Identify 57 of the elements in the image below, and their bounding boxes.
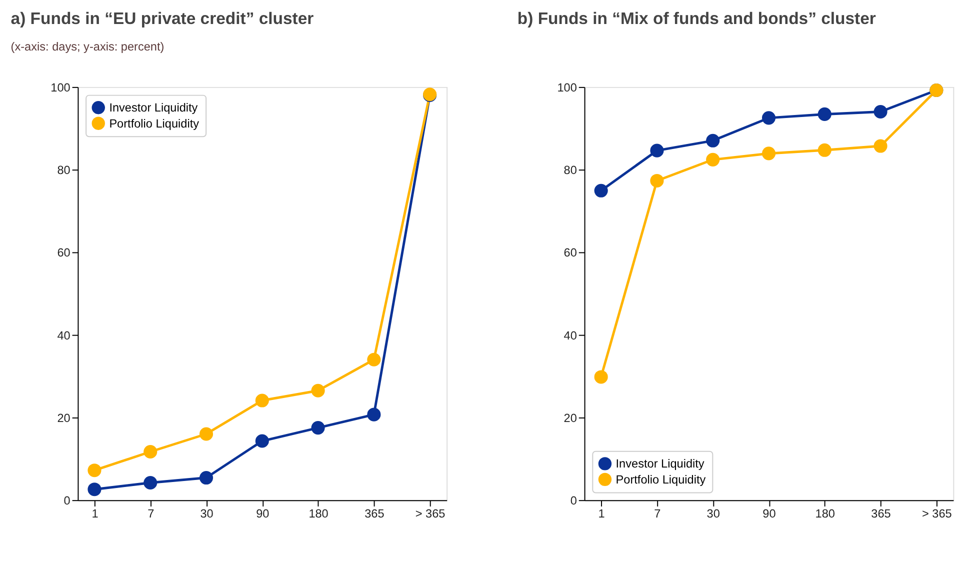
point bbox=[255, 394, 269, 408]
point bbox=[255, 434, 269, 448]
point bbox=[650, 144, 664, 158]
x-tick-label: 1 bbox=[598, 506, 605, 520]
y-tick-label: 80 bbox=[57, 163, 71, 177]
y-tick-label: 60 bbox=[57, 246, 71, 260]
x-tick-label: 30 bbox=[200, 506, 214, 520]
x-tick-label: 30 bbox=[706, 506, 720, 520]
x-tick-label: 7 bbox=[654, 506, 661, 520]
y-tick-label: 20 bbox=[57, 410, 71, 425]
x-tick-label: 1 bbox=[92, 506, 98, 520]
point bbox=[199, 427, 214, 441]
point bbox=[818, 107, 832, 121]
x-tick-label: 180 bbox=[815, 506, 836, 520]
y-tick-label: 0 bbox=[64, 494, 71, 508]
y-tick-label: 100 bbox=[50, 80, 71, 94]
point bbox=[594, 184, 608, 198]
point bbox=[88, 482, 102, 496]
legend-label: Investor Liquidity bbox=[616, 456, 704, 471]
point bbox=[144, 444, 158, 459]
point bbox=[594, 370, 608, 384]
point bbox=[874, 139, 888, 153]
y-tick-label: 60 bbox=[564, 246, 578, 260]
point bbox=[199, 471, 214, 485]
legend-label: Portfolio Liquidity bbox=[616, 472, 706, 486]
point bbox=[818, 143, 832, 157]
y-tick-label: 20 bbox=[564, 410, 578, 425]
x-tick-label: > 365 bbox=[415, 506, 446, 520]
legend-label: Investor Liquidity bbox=[109, 100, 198, 115]
point bbox=[762, 111, 776, 125]
y-tick-label: 100 bbox=[557, 80, 578, 94]
x-tick-label: 365 bbox=[871, 506, 892, 520]
point bbox=[367, 352, 381, 366]
legend-label: Portfolio Liquidity bbox=[109, 116, 200, 130]
point bbox=[874, 104, 888, 118]
x-tick-label: 90 bbox=[762, 506, 776, 520]
x-tick-label: 180 bbox=[308, 506, 329, 520]
x-tick-label: 365 bbox=[364, 506, 385, 520]
chart-title: b) Funds in “Mix of funds and bonds” cluster bbox=[517, 8, 876, 28]
y-tick-label: 40 bbox=[564, 328, 578, 342]
y-tick-label: 80 bbox=[564, 163, 578, 177]
point bbox=[88, 464, 102, 478]
x-tick-label: 90 bbox=[256, 506, 270, 520]
point bbox=[762, 146, 776, 160]
point bbox=[144, 476, 158, 490]
point bbox=[706, 134, 720, 148]
y-tick-label: 40 bbox=[57, 328, 71, 342]
point bbox=[650, 174, 664, 188]
point bbox=[311, 384, 325, 398]
point bbox=[706, 152, 720, 166]
x-tick-label: 7 bbox=[148, 506, 154, 520]
text: (x-axis: days; y-axis: percent) bbox=[10, 40, 164, 54]
chart-title: a) Funds in “EU private credit” cluster bbox=[10, 8, 314, 28]
point bbox=[367, 408, 381, 422]
x-tick-label: > 365 bbox=[922, 506, 952, 520]
y-tick-label: 0 bbox=[570, 494, 578, 508]
point bbox=[311, 421, 325, 435]
